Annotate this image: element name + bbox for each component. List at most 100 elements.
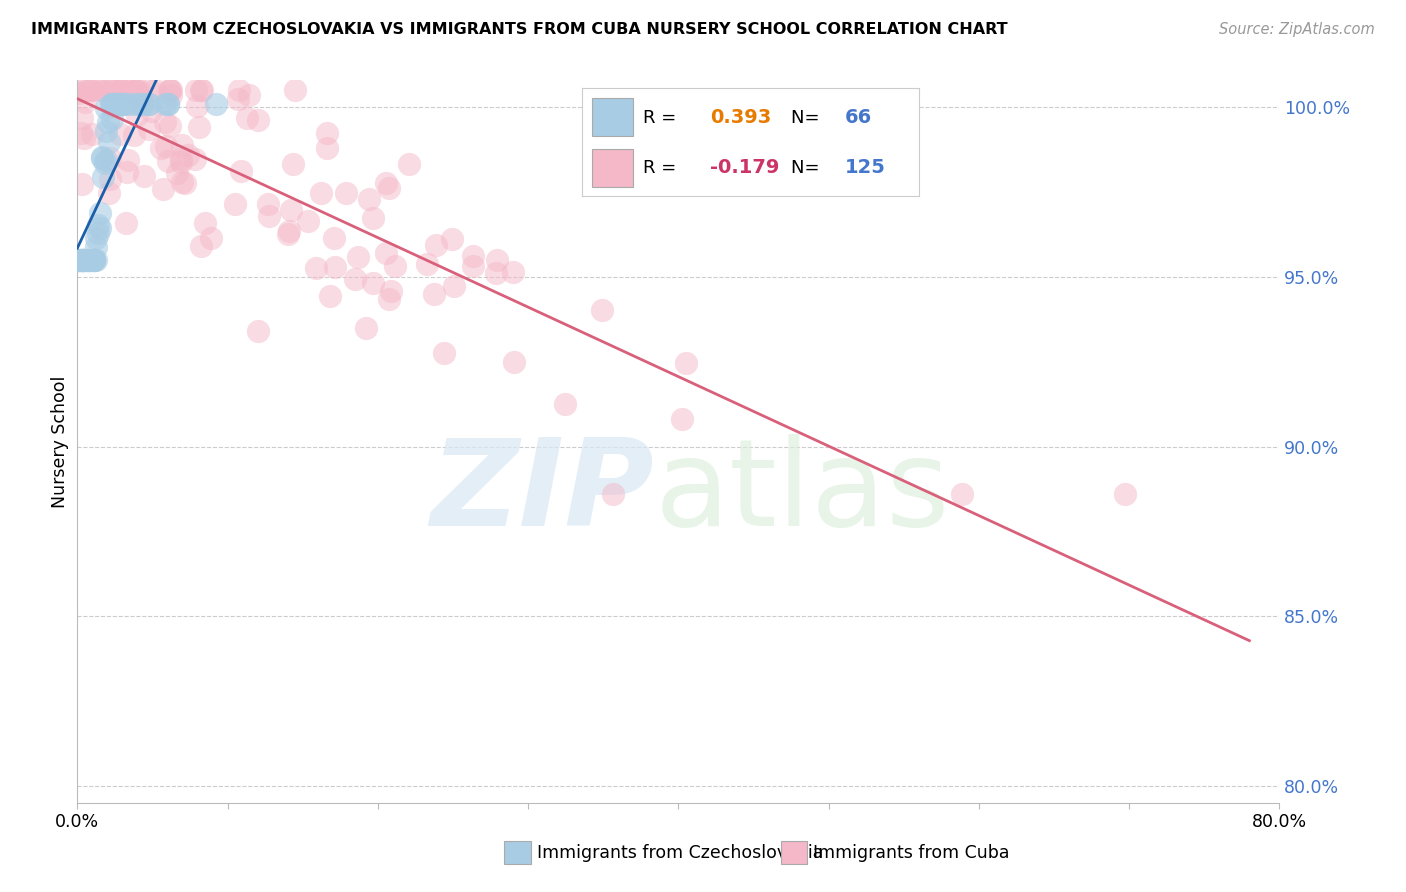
Point: [155, 139, 177, 153]
Point: [66, 253, 89, 268]
Point: [103, 97, 125, 112]
Point: [461, 249, 484, 263]
Text: IMMIGRANTS FROM CZECHOSLOVAKIA VS IMMIGRANTS FROM CUBA NURSERY SCHOOL CORRELATIO: IMMIGRANTS FROM CZECHOSLOVAKIA VS IMMIGR…: [31, 22, 1008, 37]
Point: [110, 83, 132, 97]
Point: [246, 112, 269, 127]
Point: [228, 83, 250, 97]
Point: [67, 253, 90, 268]
Point: [485, 266, 508, 280]
Text: Immigrants from Czechoslovakia: Immigrants from Czechoslovakia: [537, 844, 823, 862]
Point: [70, 253, 93, 268]
Point: [110, 97, 132, 112]
Point: [134, 169, 156, 184]
Point: [115, 83, 138, 97]
Point: [67, 253, 90, 268]
Point: [361, 211, 384, 225]
Point: [70, 253, 93, 268]
Point: [238, 87, 260, 102]
Point: [72, 253, 94, 268]
Point: [72, 253, 94, 268]
Point: [101, 112, 124, 127]
Point: [384, 259, 406, 273]
Point: [602, 487, 624, 501]
Point: [73, 83, 96, 97]
Point: [138, 97, 160, 112]
Text: Immigrants from Cuba: Immigrants from Cuba: [813, 844, 1010, 862]
Point: [76, 253, 98, 268]
Point: [101, 97, 124, 112]
Point: [354, 321, 377, 335]
Point: [155, 115, 177, 129]
Point: [108, 127, 131, 141]
Point: [138, 122, 160, 136]
Point: [247, 325, 270, 339]
Point: [79, 253, 101, 268]
Point: [122, 128, 145, 143]
Point: [101, 83, 124, 97]
Point: [83, 253, 105, 268]
Point: [112, 97, 135, 112]
Point: [159, 119, 181, 133]
Point: [343, 271, 366, 285]
Point: [194, 215, 217, 229]
Point: [224, 197, 246, 211]
Point: [66, 253, 89, 268]
Point: [77, 253, 100, 268]
Point: [156, 97, 179, 112]
Point: [415, 257, 437, 271]
Point: [100, 172, 122, 186]
Point: [378, 181, 401, 195]
Point: [97, 114, 120, 128]
Point: [284, 83, 307, 97]
Text: ZIP: ZIP: [430, 434, 654, 550]
Point: [139, 103, 162, 118]
Point: [104, 97, 127, 112]
Point: [98, 151, 121, 165]
Point: [124, 83, 146, 97]
Point: [257, 197, 280, 211]
Point: [357, 192, 380, 206]
Point: [108, 83, 131, 97]
Point: [79, 83, 101, 97]
Point: [170, 155, 193, 169]
Point: [115, 164, 138, 178]
Point: [132, 97, 155, 112]
Point: [423, 287, 446, 301]
Point: [100, 97, 122, 112]
Point: [235, 111, 257, 125]
Point: [84, 253, 107, 268]
Point: [398, 157, 420, 171]
Point: [76, 253, 98, 268]
Point: [100, 97, 122, 112]
Point: [277, 227, 299, 242]
Point: [66, 84, 89, 98]
Point: [83, 253, 105, 268]
Point: [316, 126, 339, 140]
Point: [433, 345, 456, 359]
Point: [346, 250, 368, 264]
Point: [170, 152, 193, 166]
Point: [89, 206, 111, 220]
Point: [94, 153, 117, 168]
Point: [101, 97, 124, 112]
Point: [72, 253, 94, 268]
Point: [117, 83, 139, 97]
Point: [97, 135, 120, 149]
Point: [91, 83, 114, 97]
Point: [89, 221, 111, 235]
Point: [190, 238, 212, 252]
Point: [425, 237, 447, 252]
Point: [591, 302, 613, 317]
Point: [124, 83, 146, 97]
Point: [76, 253, 98, 268]
Point: [200, 231, 222, 245]
Point: [183, 152, 205, 166]
Point: [204, 97, 226, 112]
Point: [443, 278, 465, 293]
Point: [231, 164, 253, 178]
Point: [104, 83, 127, 97]
Point: [70, 111, 93, 125]
Point: [380, 284, 402, 298]
Point: [84, 240, 107, 254]
Point: [503, 354, 526, 368]
